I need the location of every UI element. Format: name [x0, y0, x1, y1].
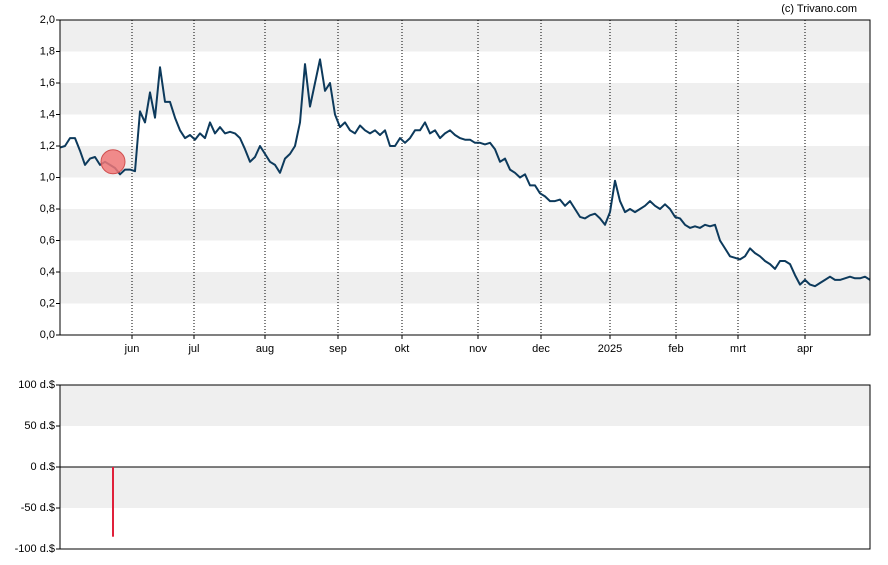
y-tick-label: 1,4 [40, 108, 55, 120]
plot-frame [59, 384, 871, 550]
x-tick-label: mrt [730, 343, 746, 355]
y-tick-label: 0 d.$ [31, 461, 55, 473]
y-tick-label: 1,8 [40, 45, 55, 57]
y-tick-label: -50 d.$ [21, 502, 55, 514]
x-tick-label: nov [469, 343, 487, 355]
y-tick-label: 0,8 [40, 203, 55, 215]
y-tick-label: 0,6 [40, 234, 55, 246]
y-tick-label: 0,4 [40, 266, 55, 278]
y-tick-label: 0,2 [40, 297, 55, 309]
grid-band [60, 83, 870, 115]
grid-band [60, 209, 870, 241]
y-tick-label: 50 d.$ [24, 420, 55, 432]
y-tick-label: 1,6 [40, 77, 55, 89]
x-tick-label: 2025 [598, 343, 622, 355]
plot-frame [59, 19, 871, 336]
event-marker [100, 149, 126, 175]
y-tick-label: 1,0 [40, 171, 55, 183]
x-tick-label: okt [395, 343, 410, 355]
y-tick-label: -100 d.$ [15, 543, 55, 555]
y-tick-label: 2,0 [40, 14, 55, 26]
grid-band [60, 20, 870, 52]
x-tick-label: aug [256, 343, 274, 355]
x-tick-label: dec [532, 343, 550, 355]
x-tick-label: apr [797, 343, 813, 355]
y-tick-label: 100 d.$ [18, 379, 55, 391]
y-tick-label: 0,0 [40, 329, 55, 341]
grid-band [60, 467, 870, 508]
x-tick-label: feb [668, 343, 683, 355]
x-tick-label: jul [187, 343, 199, 355]
grid-band [60, 272, 870, 304]
grid-band [60, 146, 870, 178]
y-tick-label: 1,2 [40, 140, 55, 152]
price-line [59, 58, 871, 288]
x-tick-label: sep [329, 343, 347, 355]
bar [112, 467, 114, 537]
grid-band [60, 385, 870, 426]
watermark: (c) Trivano.com [781, 3, 857, 15]
x-tick-label: jun [124, 343, 140, 355]
